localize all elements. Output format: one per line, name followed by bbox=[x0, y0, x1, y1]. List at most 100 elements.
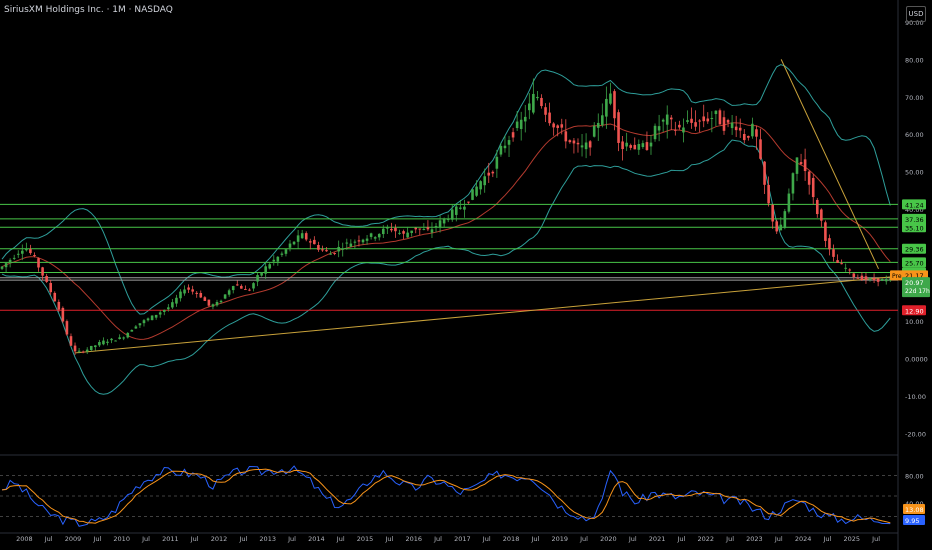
rsi-value-label: 9.95 bbox=[905, 517, 919, 525]
candle-body bbox=[503, 145, 507, 149]
candle-body bbox=[150, 315, 154, 321]
candle-body bbox=[605, 98, 608, 117]
candle-body bbox=[426, 227, 430, 230]
x-tick-label: Jul bbox=[774, 535, 783, 543]
candle-body bbox=[321, 249, 324, 251]
price-tag-label: 25.70 bbox=[905, 259, 924, 267]
chart-title: SiriusXM Holdings Inc. · 1M · NASDAQ bbox=[4, 5, 173, 15]
candle-body bbox=[576, 142, 580, 145]
candle-body bbox=[844, 267, 847, 269]
candle-body bbox=[714, 110, 718, 115]
candle-body bbox=[369, 233, 373, 237]
upper-band-line bbox=[1, 64, 891, 315]
candle-body bbox=[840, 263, 843, 265]
candle-body bbox=[544, 107, 547, 115]
candle-body bbox=[824, 222, 827, 241]
candle-body bbox=[751, 123, 754, 137]
candle-body bbox=[353, 241, 357, 243]
candle-body bbox=[828, 238, 831, 250]
x-tick-label: 2013 bbox=[259, 535, 276, 543]
candle-body bbox=[292, 241, 296, 245]
candle-body bbox=[377, 233, 381, 238]
candle-body bbox=[860, 275, 864, 281]
price-tag bbox=[902, 257, 926, 268]
rsi-value-tag bbox=[903, 515, 925, 525]
candle-body bbox=[134, 326, 138, 329]
candle-body bbox=[16, 253, 20, 255]
rsi-value-tag bbox=[903, 504, 925, 514]
candle-body bbox=[329, 253, 332, 255]
candle-body bbox=[771, 204, 774, 222]
candle-body bbox=[4, 263, 8, 268]
candle-body bbox=[665, 114, 669, 125]
candle-body bbox=[203, 297, 207, 301]
candle-body bbox=[418, 228, 422, 230]
candle-body bbox=[775, 221, 779, 232]
x-tick-label: Jul bbox=[482, 535, 491, 543]
price-tag bbox=[902, 243, 926, 254]
candle-body bbox=[102, 340, 105, 345]
candle-body bbox=[617, 112, 620, 143]
x-tick-label: 2018 bbox=[503, 535, 520, 543]
y-tick-label: -20.00 bbox=[905, 430, 926, 438]
candle-body bbox=[487, 172, 491, 176]
candle-body bbox=[621, 141, 624, 150]
price-tag bbox=[902, 199, 926, 210]
candle-body bbox=[637, 143, 641, 150]
candle-body bbox=[219, 300, 223, 303]
candle-body bbox=[738, 127, 742, 131]
candle-body bbox=[507, 140, 511, 145]
candle-body bbox=[560, 124, 564, 128]
candle-body bbox=[702, 116, 706, 122]
price-tag bbox=[902, 213, 926, 224]
candle-body bbox=[459, 207, 462, 209]
candle-body bbox=[29, 249, 32, 254]
candle-body bbox=[126, 332, 130, 338]
candle-body bbox=[755, 129, 758, 137]
candle-body bbox=[268, 264, 272, 269]
y-tick-label: 0.0000 bbox=[905, 356, 928, 364]
candle-body bbox=[836, 260, 839, 263]
candle-body bbox=[422, 228, 426, 230]
y-tick-label: 90.00 bbox=[905, 19, 924, 27]
x-tick-label: Jul bbox=[44, 535, 53, 543]
candle-body bbox=[540, 97, 543, 107]
candle-body bbox=[848, 269, 852, 271]
candle-body bbox=[386, 227, 389, 229]
candle-body bbox=[783, 211, 787, 228]
candle-body bbox=[722, 117, 726, 131]
candle-body bbox=[548, 112, 551, 124]
candle-body bbox=[357, 240, 361, 242]
candle-body bbox=[337, 246, 340, 252]
candle-body bbox=[767, 184, 770, 204]
candle-body bbox=[872, 277, 876, 281]
candle-body bbox=[45, 275, 48, 282]
candle-body bbox=[868, 278, 872, 280]
candle-body bbox=[240, 285, 243, 289]
candle-body bbox=[479, 181, 482, 190]
candle-body bbox=[682, 127, 685, 133]
x-tick-label: Jul bbox=[287, 535, 296, 543]
candle-body bbox=[483, 176, 486, 186]
x-tick-label: 2015 bbox=[357, 535, 374, 543]
candle-body bbox=[446, 219, 450, 221]
y-tick-label: 50.00 bbox=[905, 169, 924, 177]
candle-body bbox=[584, 142, 588, 150]
candle-body bbox=[114, 340, 117, 342]
candle-body bbox=[669, 117, 673, 120]
last-price-tag bbox=[902, 277, 930, 298]
x-tick-label: Jul bbox=[238, 535, 247, 543]
candle-body bbox=[390, 228, 393, 231]
candle-body bbox=[300, 233, 304, 239]
currency-button[interactable]: USD bbox=[906, 6, 926, 22]
candle-body bbox=[154, 314, 158, 318]
candle-body bbox=[252, 283, 255, 289]
candle-body bbox=[629, 145, 633, 148]
x-tick-label: 2008 bbox=[16, 535, 33, 543]
candle-body bbox=[694, 122, 697, 127]
y-tick-label: 60.00 bbox=[905, 131, 924, 139]
candle-body bbox=[580, 145, 584, 148]
candle-body bbox=[142, 320, 146, 324]
candle-body bbox=[463, 206, 466, 210]
